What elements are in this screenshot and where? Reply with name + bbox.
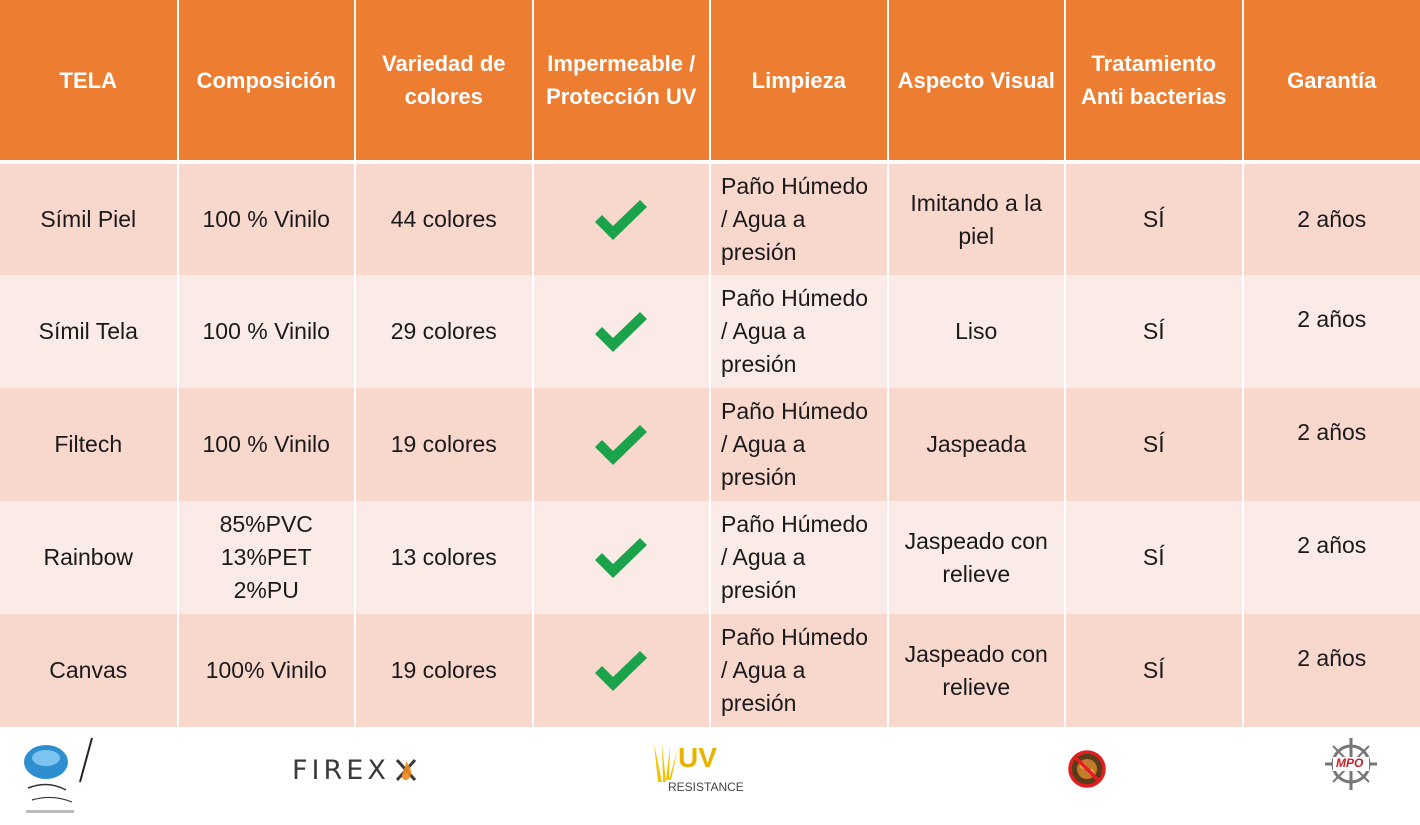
cell-limpieza: Paño Húmedo / Agua a presión (710, 162, 888, 275)
header-garantia: Garantía (1243, 0, 1420, 162)
cell-aspecto: Jaspeado con relieve (888, 501, 1066, 614)
cell-garantia: 2 años (1243, 275, 1420, 388)
cell-colores: 44 colores (355, 162, 533, 275)
header-row: TELA Composición Variedad de colores Imp… (0, 0, 1420, 162)
cell-aspecto: Jaspeado con relieve (888, 614, 1066, 727)
mpo-wordmark: MPO (1336, 756, 1363, 770)
cell-aspecto: Imitando a la piel (888, 162, 1066, 275)
cell-garantia: 2 años (1243, 501, 1420, 614)
cell-tela: Símil Tela (0, 275, 178, 388)
cell-garantia: 2 años (1243, 388, 1420, 501)
cell-aspecto: Jaspeada (888, 388, 1066, 501)
resistance-label: RESISTANCE (668, 780, 744, 794)
cell-impermeable (533, 388, 711, 501)
header-aspecto-visual: Aspecto Visual (888, 0, 1066, 162)
pueblo-logo (18, 736, 98, 820)
header-composicion: Composición (178, 0, 356, 162)
cell-colores: 19 colores (355, 388, 533, 501)
firex-x-icon (394, 757, 418, 783)
cell-tela: Filtech (0, 388, 178, 501)
cell-composicion: 100 % Vinilo (178, 275, 356, 388)
header-variedad-colores: Variedad de colores (355, 0, 533, 162)
mpo-logo: MPO (1323, 736, 1379, 792)
firex-logo: FIREX (292, 750, 418, 790)
cell-garantia: 2 años (1243, 162, 1420, 275)
cell-impermeable (533, 275, 711, 388)
check-icon (593, 423, 649, 467)
cell-tela: Canvas (0, 614, 178, 727)
cell-limpieza: Paño Húmedo / Agua a presión (710, 501, 888, 614)
no-bacteria-icon (1068, 750, 1106, 788)
cell-composicion: 100% Vinilo (178, 614, 356, 727)
header-tela: TELA (0, 0, 178, 162)
cell-antibacterias: SÍ (1065, 388, 1243, 501)
cell-limpieza: Paño Húmedo / Agua a presión (710, 388, 888, 501)
check-icon (593, 198, 649, 242)
header-impermeable: Impermeable / Protección UV (533, 0, 711, 162)
cell-limpieza: Paño Húmedo / Agua a presión (710, 614, 888, 727)
cell-antibacterias: SÍ (1065, 501, 1243, 614)
cell-tela: Símil Piel (0, 162, 178, 275)
cell-limpieza: Paño Húmedo / Agua a presión (710, 275, 888, 388)
comparison-table-container: TELA Composición Variedad de colores Imp… (0, 0, 1420, 732)
check-icon (593, 649, 649, 693)
firex-wordmark: FIREX (292, 755, 390, 786)
cell-impermeable (533, 162, 711, 275)
cell-garantia: 2 años (1243, 614, 1420, 727)
cell-aspecto: Liso (888, 275, 1066, 388)
check-icon (593, 310, 649, 354)
cell-composicion: 100 % Vinilo (178, 388, 356, 501)
header-limpieza: Limpieza (710, 0, 888, 162)
logo-strip: FIREX UV RESISTANCE (0, 732, 1420, 824)
cell-composicion: 100 % Vinilo (178, 162, 356, 275)
header-antibacterias: Tratamiento Anti bacterias (1065, 0, 1243, 162)
cell-antibacterias: SÍ (1065, 614, 1243, 727)
cell-composicion: 85%PVC 13%PET 2%PU (178, 501, 356, 614)
cell-antibacterias: SÍ (1065, 162, 1243, 275)
cell-colores: 13 colores (355, 501, 533, 614)
uv-label: UV (678, 742, 717, 774)
check-icon (593, 536, 649, 580)
uv-resistance-logo: UV RESISTANCE (652, 742, 752, 802)
cell-impermeable (533, 614, 711, 727)
cell-colores: 29 colores (355, 275, 533, 388)
fabric-comparison-table: TELA Composición Variedad de colores Imp… (0, 0, 1420, 727)
cell-colores: 19 colores (355, 614, 533, 727)
cell-antibacterias: SÍ (1065, 275, 1243, 388)
cell-tela: Rainbow (0, 501, 178, 614)
cell-impermeable (533, 501, 711, 614)
